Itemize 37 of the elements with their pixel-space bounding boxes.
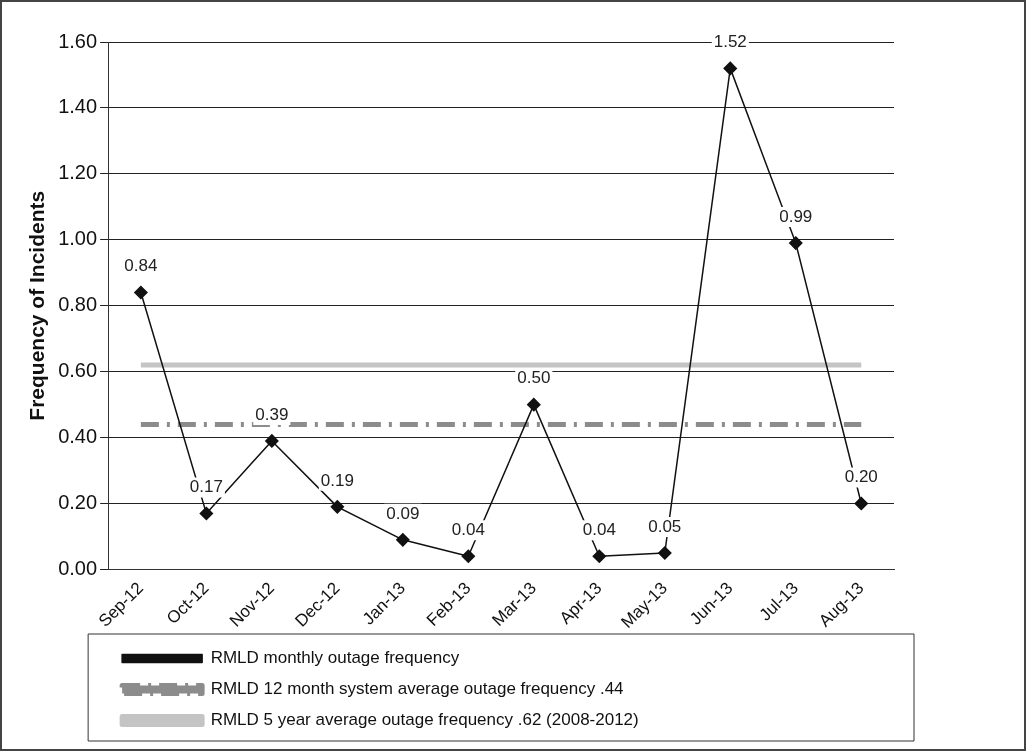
data-label: 0.09: [386, 503, 420, 523]
y-tick-label: 1.20: [58, 161, 98, 184]
point: [789, 236, 803, 250]
point: [199, 506, 214, 521]
y-tick-label: 1.40: [58, 95, 98, 118]
data-label: 0.17: [189, 477, 223, 497]
data-label: 0.04: [582, 519, 616, 539]
data-label: 0.19: [320, 470, 354, 490]
data-label: 0.20: [844, 467, 878, 487]
y-axis-title: Frequency of Incidents: [25, 190, 49, 421]
y-tick-label: 0.00: [58, 557, 98, 580]
data-label: 0.04: [451, 519, 485, 539]
legend-label: RMLD 12 month system average outage frequency .44: [210, 679, 624, 699]
point: [330, 500, 345, 514]
y-tick-label: 1.60: [58, 29, 98, 52]
legend-label: RMLD 5 year average outage frequency .62 (2008-2012): [210, 710, 639, 730]
point: [723, 61, 738, 76]
point: [854, 496, 869, 511]
point: [527, 397, 541, 412]
data-label: 0.99: [779, 206, 813, 226]
data-label: 1.52: [713, 32, 747, 52]
point: [658, 546, 672, 560]
y-tick-label: 1.00: [58, 227, 98, 250]
point: [396, 533, 410, 547]
point: [461, 549, 476, 564]
y-tick-label: 0.20: [58, 491, 98, 514]
y-tick-label: 0.40: [58, 425, 98, 448]
point: [265, 434, 279, 448]
data-label: 0.39: [255, 404, 289, 424]
point: [134, 285, 148, 300]
data-label: 0.84: [124, 256, 158, 276]
data-label: 0.05: [648, 516, 682, 536]
data-label: 0.50: [517, 368, 551, 388]
point: [592, 549, 607, 564]
y-tick-label: 0.60: [58, 359, 98, 382]
y-tick-label: 0.80: [58, 293, 98, 316]
legend-label: RMLD monthly outage frequency: [210, 648, 460, 668]
